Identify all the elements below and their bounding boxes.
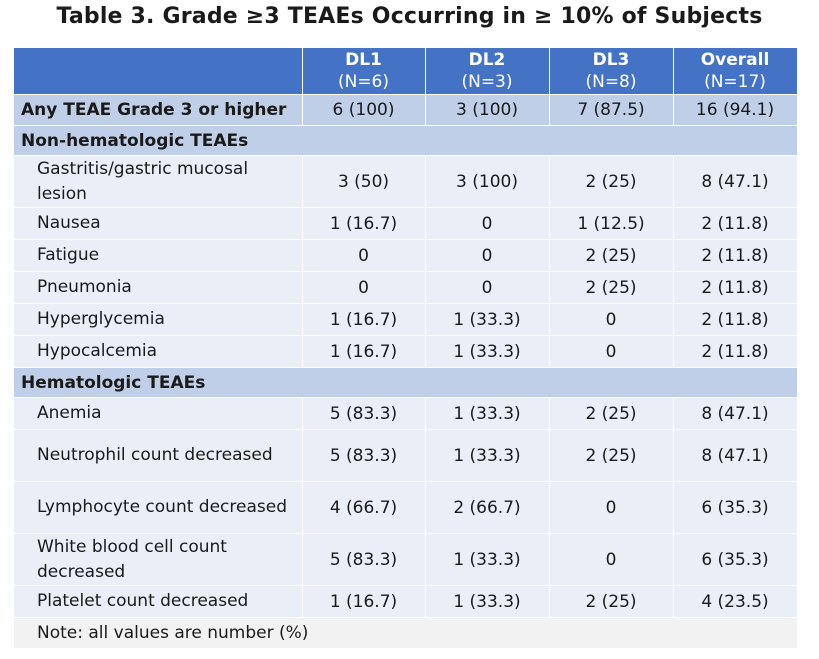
row-value: 0 [549, 481, 674, 534]
any-teae-row: Any TEAE Grade 3 or higher 6 (100) 3 (10… [14, 94, 798, 126]
table-row: Pneumonia 0 0 2 (25) 2 (11.8) [14, 271, 798, 304]
row-value: 1 (33.3) [425, 429, 550, 482]
row-value: 4 (23.5) [673, 585, 798, 618]
row-value: 1 (33.3) [425, 397, 550, 430]
row-value: 2 (11.8) [673, 303, 798, 336]
teae-table-container: DL1 (N=6) DL2 (N=3) DL3 (N=8) Overall (N=17)… [14, 48, 798, 649]
row-value: 8 (47.1) [673, 429, 798, 482]
table-row: Hyperglycemia 1 (16.7) 1 (33.3) 0 2 (11.8) [14, 303, 798, 336]
section-header-label: Non-hematologic TEAEs [14, 125, 798, 156]
note-row: Note: all values are number (%) [14, 617, 797, 649]
any-teae-dl3: 7 (87.5) [549, 94, 674, 126]
row-value: 6 (35.3) [673, 533, 798, 586]
header-blank-cell [14, 48, 303, 95]
header-overall: Overall (N=17) [673, 48, 798, 95]
row-label: Lymphocyte count decreased [14, 481, 303, 534]
row-label: Platelet count decreased [14, 585, 303, 618]
table-row: Platelet count decreased 1 (16.7) 1 (33.3)… [14, 585, 798, 618]
header-overall-name: Overall [700, 50, 770, 70]
header-dl2-n: (N=3) [461, 72, 513, 92]
row-value: 6 (35.3) [673, 481, 798, 534]
header-dl1-name: DL1 [345, 50, 382, 70]
row-value: 0 [302, 271, 426, 304]
table-row: Gastritis/gastric mucosal lesion 3 (50) 3 … [14, 155, 798, 208]
row-value: 2 (25) [549, 155, 674, 208]
section-header-row: Non-hematologic TEAEs [14, 125, 798, 156]
row-label: White blood cell count decreased [14, 533, 303, 586]
row-value: 2 (25) [549, 397, 674, 430]
row-value: 2 (25) [549, 239, 674, 272]
any-teae-overall: 16 (94.1) [673, 94, 798, 126]
row-label: Fatigue [14, 239, 303, 272]
row-value: 0 [425, 239, 550, 272]
row-value: 1 (12.5) [549, 207, 674, 240]
table-row: White blood cell count decreased 5 (83.3)… [14, 533, 798, 586]
header-dl2-name: DL2 [468, 50, 506, 70]
header-dl2: DL2 (N=3) [425, 48, 550, 95]
row-value: 0 [425, 207, 550, 240]
row-value: 2 (11.8) [673, 239, 798, 272]
row-label: Nausea [14, 207, 303, 240]
header-overall-n: (N=17) [704, 72, 766, 92]
row-value: 2 (11.8) [673, 271, 798, 304]
any-teae-label: Any TEAE Grade 3 or higher [14, 94, 303, 126]
row-value: 1 (33.3) [425, 533, 550, 586]
row-value: 2 (25) [549, 429, 674, 482]
row-label: Hyperglycemia [14, 303, 303, 336]
row-value: 0 [549, 335, 674, 368]
row-label: Neutrophil count decreased [14, 429, 303, 482]
any-teae-dl1: 6 (100) [302, 94, 426, 126]
table-row: Lymphocyte count decreased 4 (66.7) 2 (66.… [14, 481, 798, 534]
row-value: 1 (16.7) [302, 207, 426, 240]
table-note: Note: all values are number (%) [14, 617, 797, 649]
table-row: Neutrophil count decreased 5 (83.3) 1 (33.… [14, 429, 798, 482]
row-value: 0 [302, 239, 426, 272]
row-value: 5 (83.3) [302, 397, 426, 430]
row-value: 0 [549, 303, 674, 336]
row-value: 8 (47.1) [673, 397, 798, 430]
row-value: 5 (83.3) [302, 533, 426, 586]
row-value: 2 (11.8) [673, 207, 798, 240]
teae-table: DL1 (N=6) DL2 (N=3) DL3 (N=8) Overall (N=17)… [14, 48, 798, 649]
header-dl3: DL3 (N=8) [549, 48, 674, 95]
row-value: 2 (25) [549, 585, 674, 618]
row-label: Anemia [14, 397, 303, 430]
header-dl1: DL1 (N=6) [302, 48, 426, 95]
table-row: Anemia 5 (83.3) 1 (33.3) 2 (25) 8 (47.1) [14, 397, 798, 430]
row-value: 1 (33.3) [425, 585, 550, 618]
table-header-row: DL1 (N=6) DL2 (N=3) DL3 (N=8) Overall (N=17) [14, 48, 798, 95]
row-value: 0 [425, 271, 550, 304]
row-value: 2 (11.8) [673, 335, 798, 368]
header-dl1-n: (N=6) [337, 72, 390, 92]
row-value: 4 (66.7) [302, 481, 426, 534]
row-value: 3 (50) [302, 155, 426, 208]
row-value: 8 (47.1) [673, 155, 798, 208]
row-label: Gastritis/gastric mucosal lesion [14, 155, 303, 208]
header-dl3-name: DL3 [592, 50, 630, 70]
row-value: 1 (16.7) [302, 335, 426, 368]
row-value: 5 (83.3) [302, 429, 426, 482]
row-value: 1 (16.7) [302, 303, 426, 336]
row-value: 0 [549, 533, 674, 586]
table-row: Nausea 1 (16.7) 0 1 (12.5) 2 (11.8) [14, 207, 798, 240]
section-header-label: Hematologic TEAEs [14, 367, 798, 398]
row-label: Pneumonia [14, 271, 303, 304]
row-value: 2 (25) [549, 271, 674, 304]
table-row: Fatigue 0 0 2 (25) 2 (11.8) [14, 239, 798, 272]
section-header-row: Hematologic TEAEs [14, 367, 798, 398]
header-dl3-n: (N=8) [585, 72, 637, 92]
row-value: 1 (16.7) [302, 585, 426, 618]
row-value: 2 (66.7) [425, 481, 550, 534]
row-value: 3 (100) [425, 155, 550, 208]
table-title: Table 3. Grade ≥3 TEAEs Occurring in ≥ 1… [56, 4, 763, 29]
any-teae-dl2: 3 (100) [425, 94, 550, 126]
row-value: 1 (33.3) [425, 303, 550, 336]
table-row: Hypocalcemia 1 (16.7) 1 (33.3) 0 2 (11.8) [14, 335, 798, 368]
row-value: 1 (33.3) [425, 335, 550, 368]
row-label: Hypocalcemia [14, 335, 303, 368]
